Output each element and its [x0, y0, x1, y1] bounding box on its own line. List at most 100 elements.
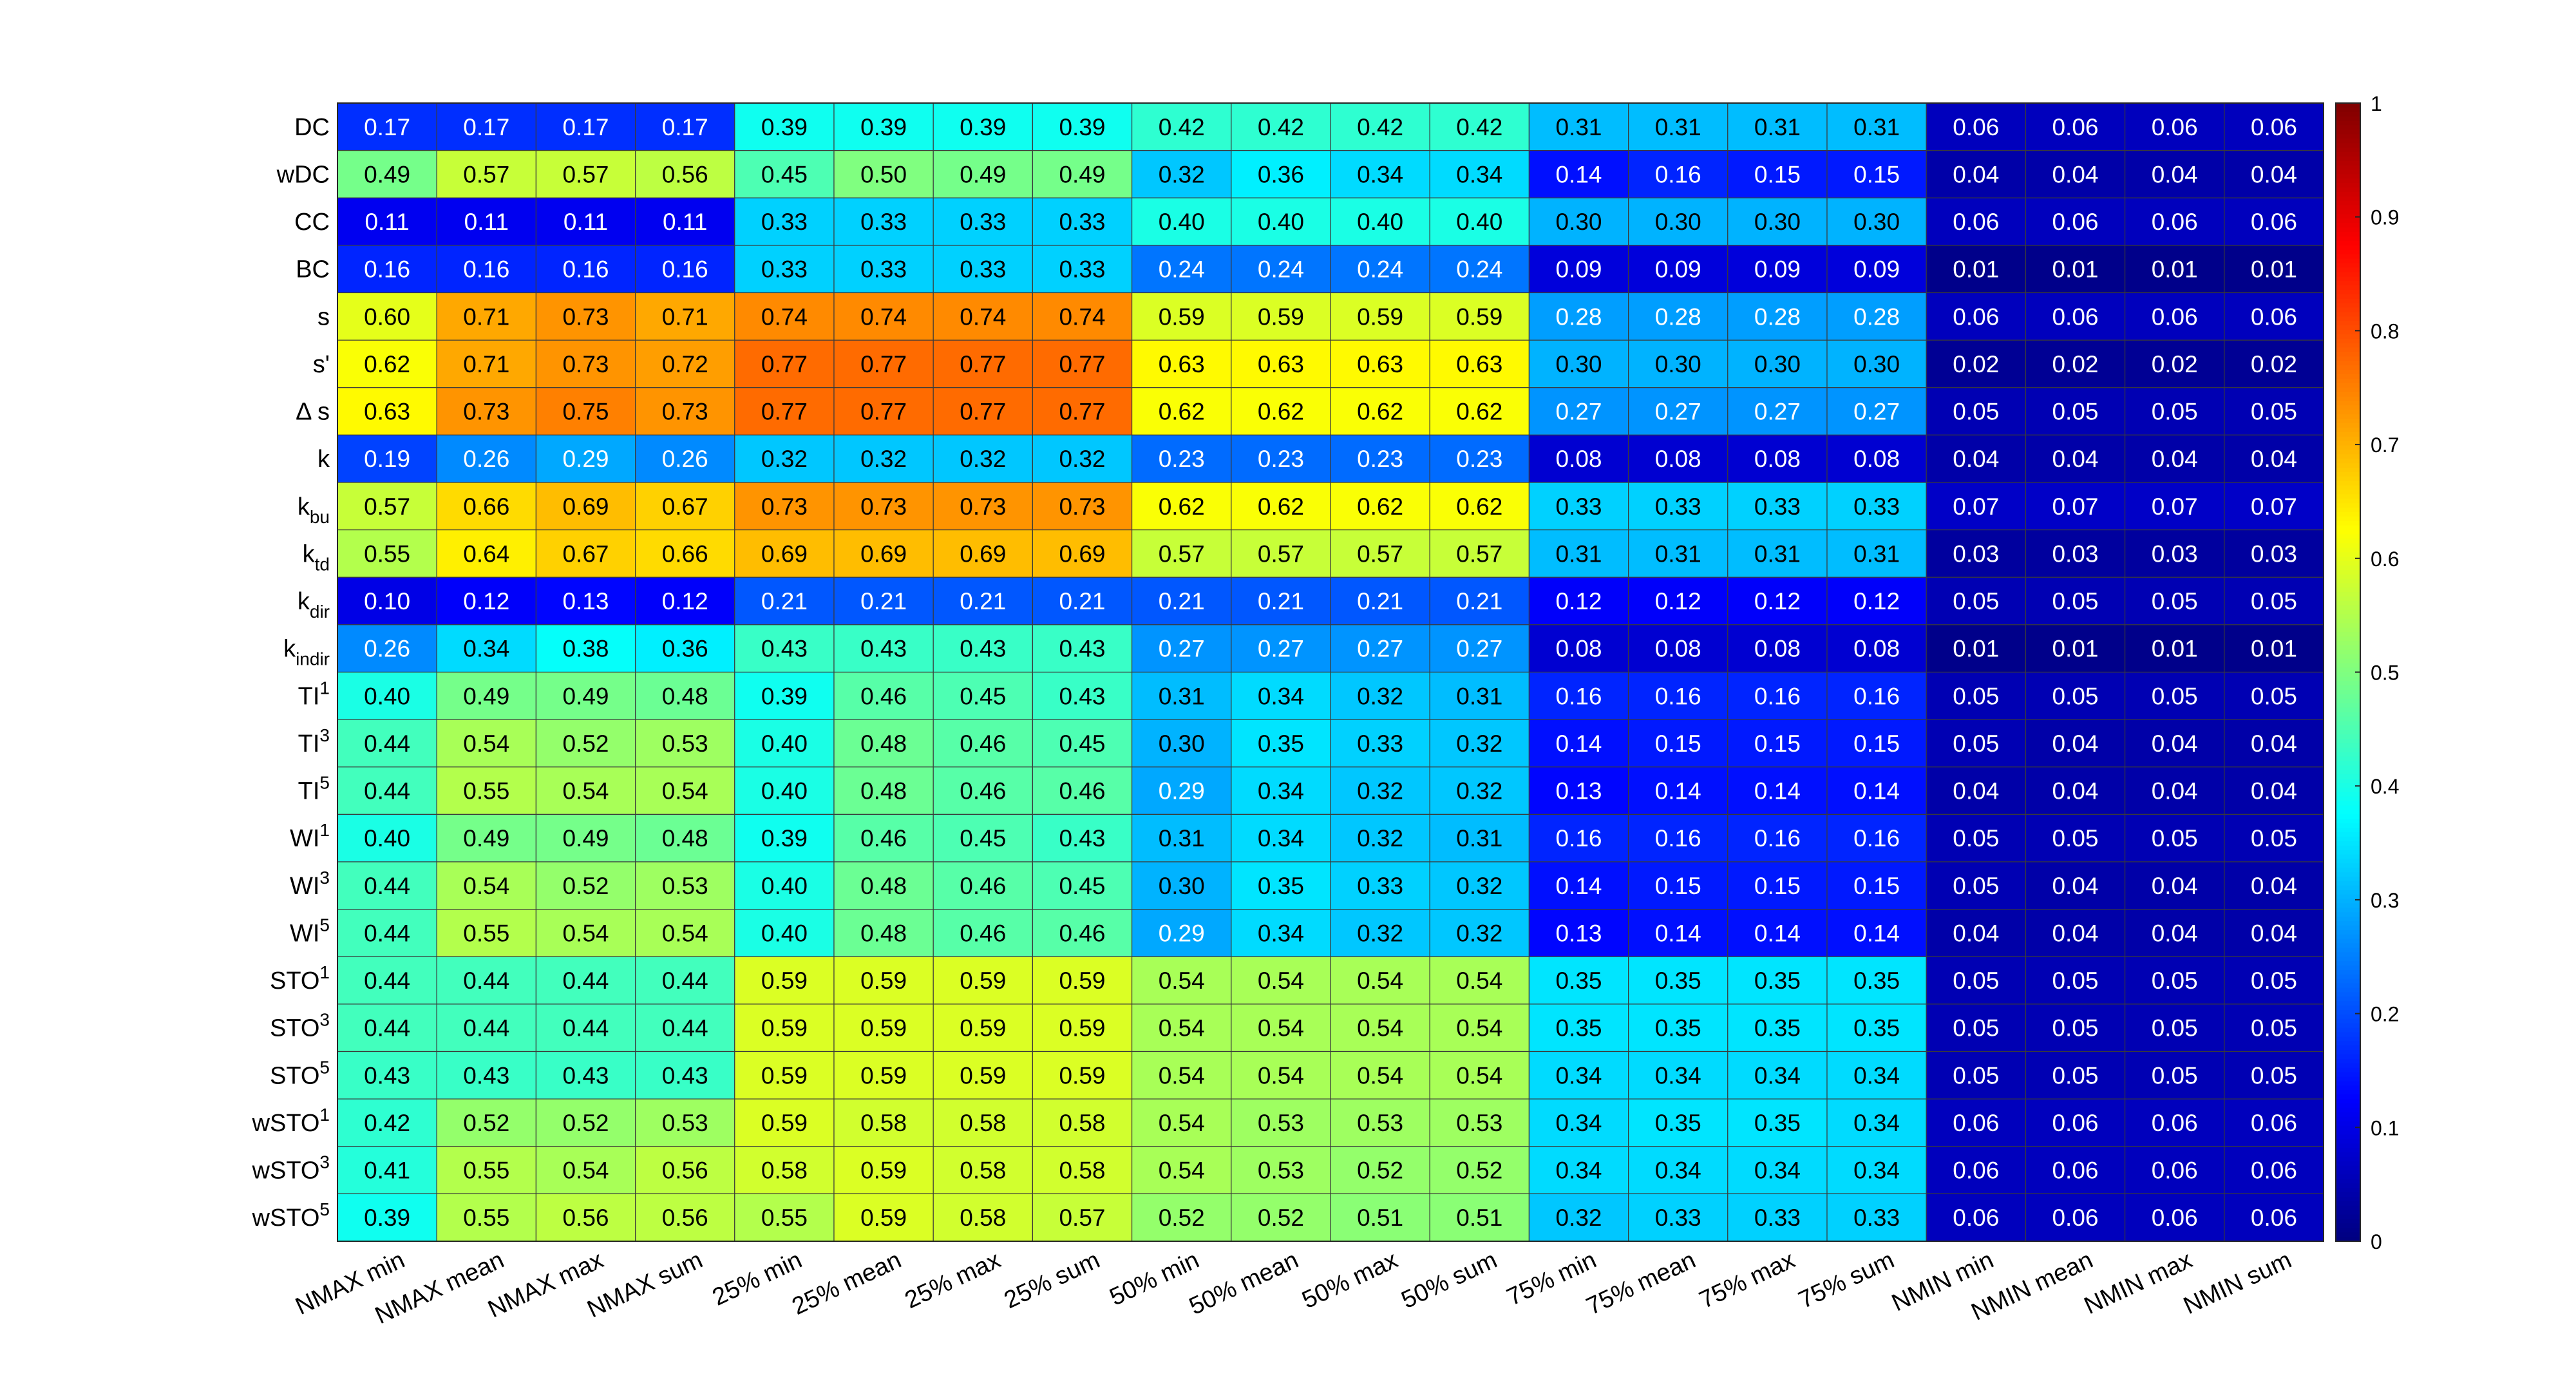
colorbar-segment — [2336, 1134, 2360, 1139]
colorbar-segment — [2336, 1036, 2360, 1042]
cell-value-label: 0.05 — [2152, 1062, 2198, 1089]
heatmap-cell — [634, 909, 735, 957]
cell-value-label: 0.12 — [1754, 588, 1801, 614]
cell-value-label: 0.27 — [1456, 636, 1502, 662]
cell-value-label: 0.06 — [2152, 1205, 2198, 1231]
heatmap-cell — [1032, 482, 1133, 531]
cell-value-label: 0.54 — [562, 1157, 609, 1184]
heatmap-cell — [1231, 482, 1331, 531]
colorbar-segment — [2336, 494, 2360, 499]
colorbar-segment — [2336, 120, 2360, 126]
cell-value-label: 0.54 — [1159, 1015, 1205, 1042]
heatmap-cell — [436, 292, 537, 341]
colorbar-tick-label: 0.3 — [2371, 889, 2399, 912]
cell-value-label: 0.12 — [463, 588, 509, 614]
cell-value-label: 0.35 — [1754, 1015, 1801, 1042]
cell-value-label: 0.34 — [463, 636, 509, 662]
heatmap-cell — [833, 529, 934, 578]
heatmap-cell — [833, 861, 934, 910]
heatmap-cell — [1231, 434, 1331, 483]
cell-value-label: 0.59 — [960, 1062, 1006, 1089]
colorbar-segment — [2336, 921, 2360, 926]
cell-value-label: 0.21 — [1159, 588, 1205, 614]
colorbar-segment — [2336, 289, 2360, 295]
colorbar-tick-label: 0.4 — [2371, 775, 2399, 798]
colorbar-segment — [2336, 481, 2360, 486]
colorbar-segment — [2336, 471, 2360, 477]
cell-value-label: 0.32 — [1456, 730, 1502, 757]
cell-value-label: 0.40 — [761, 778, 808, 805]
cell-value-label: 0.46 — [960, 873, 1006, 899]
cell-value-label: 0.05 — [2152, 399, 2198, 425]
plot-border — [337, 102, 2324, 1242]
colorbar-segment — [2336, 538, 2360, 544]
cell-value-label: 0.33 — [1754, 1205, 1801, 1231]
colorbar-segment — [2336, 445, 2360, 450]
heatmap-cell — [1231, 150, 1331, 198]
heatmap-cell — [1528, 956, 1629, 1005]
heatmap-cell — [933, 814, 1033, 862]
cell-value-label: 0.06 — [2052, 1205, 2098, 1231]
cell-value-label: 0.06 — [2052, 303, 2098, 330]
cell-value-label: 0.74 — [960, 303, 1006, 330]
heatmap-cell — [1826, 624, 1927, 673]
colorbar-segment — [2336, 525, 2360, 531]
cell-value-label: 0.73 — [960, 493, 1006, 520]
cell-value-label: 0.06 — [2152, 1110, 2198, 1136]
cell-value-label: 0.34 — [1555, 1110, 1602, 1136]
cell-value-label: 0.53 — [1258, 1157, 1304, 1184]
cell-value-label: 0.28 — [1853, 303, 1900, 330]
heatmap-cell — [436, 197, 537, 246]
heatmap-cell — [1131, 909, 1232, 957]
cell-value-label: 0.03 — [1953, 540, 1999, 567]
cell-value-label: 0.05 — [1953, 825, 1999, 852]
cell-value-label: 0.06 — [2152, 114, 2198, 140]
colorbar-segment — [2336, 929, 2360, 935]
cell-value-label: 0.73 — [860, 493, 907, 520]
heatmap-cell — [436, 861, 537, 910]
heatmap-cell — [1032, 814, 1133, 862]
cell-value-label: 0.42 — [1258, 114, 1304, 140]
cell-value-label: 0.73 — [1059, 493, 1105, 520]
heatmap-cell — [1131, 1004, 1232, 1052]
cell-value-label: 0.32 — [1456, 778, 1502, 805]
colorbar-segment — [2336, 667, 2360, 673]
cell-value-label: 0.06 — [2152, 303, 2198, 330]
heatmap-cell — [1231, 671, 1331, 720]
heatmap-cell — [734, 767, 835, 815]
cell-value-label: 0.57 — [364, 493, 410, 520]
cell-value-label: 0.05 — [2052, 1015, 2098, 1042]
cell-value-label: 0.30 — [1853, 351, 1900, 377]
heatmap-cell — [1826, 576, 1927, 625]
heatmap-cell — [1826, 767, 1927, 815]
heatmap-cell — [1926, 671, 2026, 720]
colorbar-segment — [2336, 352, 2360, 357]
colorbar-segment — [2336, 543, 2360, 548]
heatmap-cell — [634, 339, 735, 388]
cell-value-label: 0.69 — [860, 540, 907, 567]
colorbar-segment — [2336, 925, 2360, 931]
colorbar-segment — [2336, 587, 2360, 593]
colorbar-segment — [2336, 1121, 2360, 1127]
heatmap-cell — [535, 671, 636, 720]
heatmap-cell — [337, 102, 437, 151]
cell-value-label: 0.55 — [463, 778, 509, 805]
heatmap-cell — [2224, 529, 2324, 578]
heatmap-cell — [1628, 292, 1728, 341]
cell-value-label: 0.77 — [860, 399, 907, 425]
cell-value-label: 0.54 — [662, 920, 708, 946]
heatmap-cell — [2224, 1098, 2324, 1147]
heatmap-cell — [1429, 909, 1530, 957]
cell-value-label: 0.59 — [860, 967, 907, 994]
cell-value-label: 0.02 — [1953, 351, 1999, 377]
cell-value-label: 0.45 — [1059, 730, 1105, 757]
cell-value-label: 0.56 — [662, 1205, 708, 1231]
heatmap-cell — [634, 814, 735, 862]
colorbar-segment — [2336, 836, 2360, 842]
cell-value-label: 0.42 — [1357, 114, 1403, 140]
cell-value-label: 0.56 — [562, 1205, 609, 1231]
cell-value-label: 0.08 — [1655, 636, 1701, 662]
heatmap-cell — [1628, 434, 1728, 483]
cell-value-label: 0.05 — [2251, 588, 2297, 614]
heatmap-cell — [1528, 292, 1629, 341]
